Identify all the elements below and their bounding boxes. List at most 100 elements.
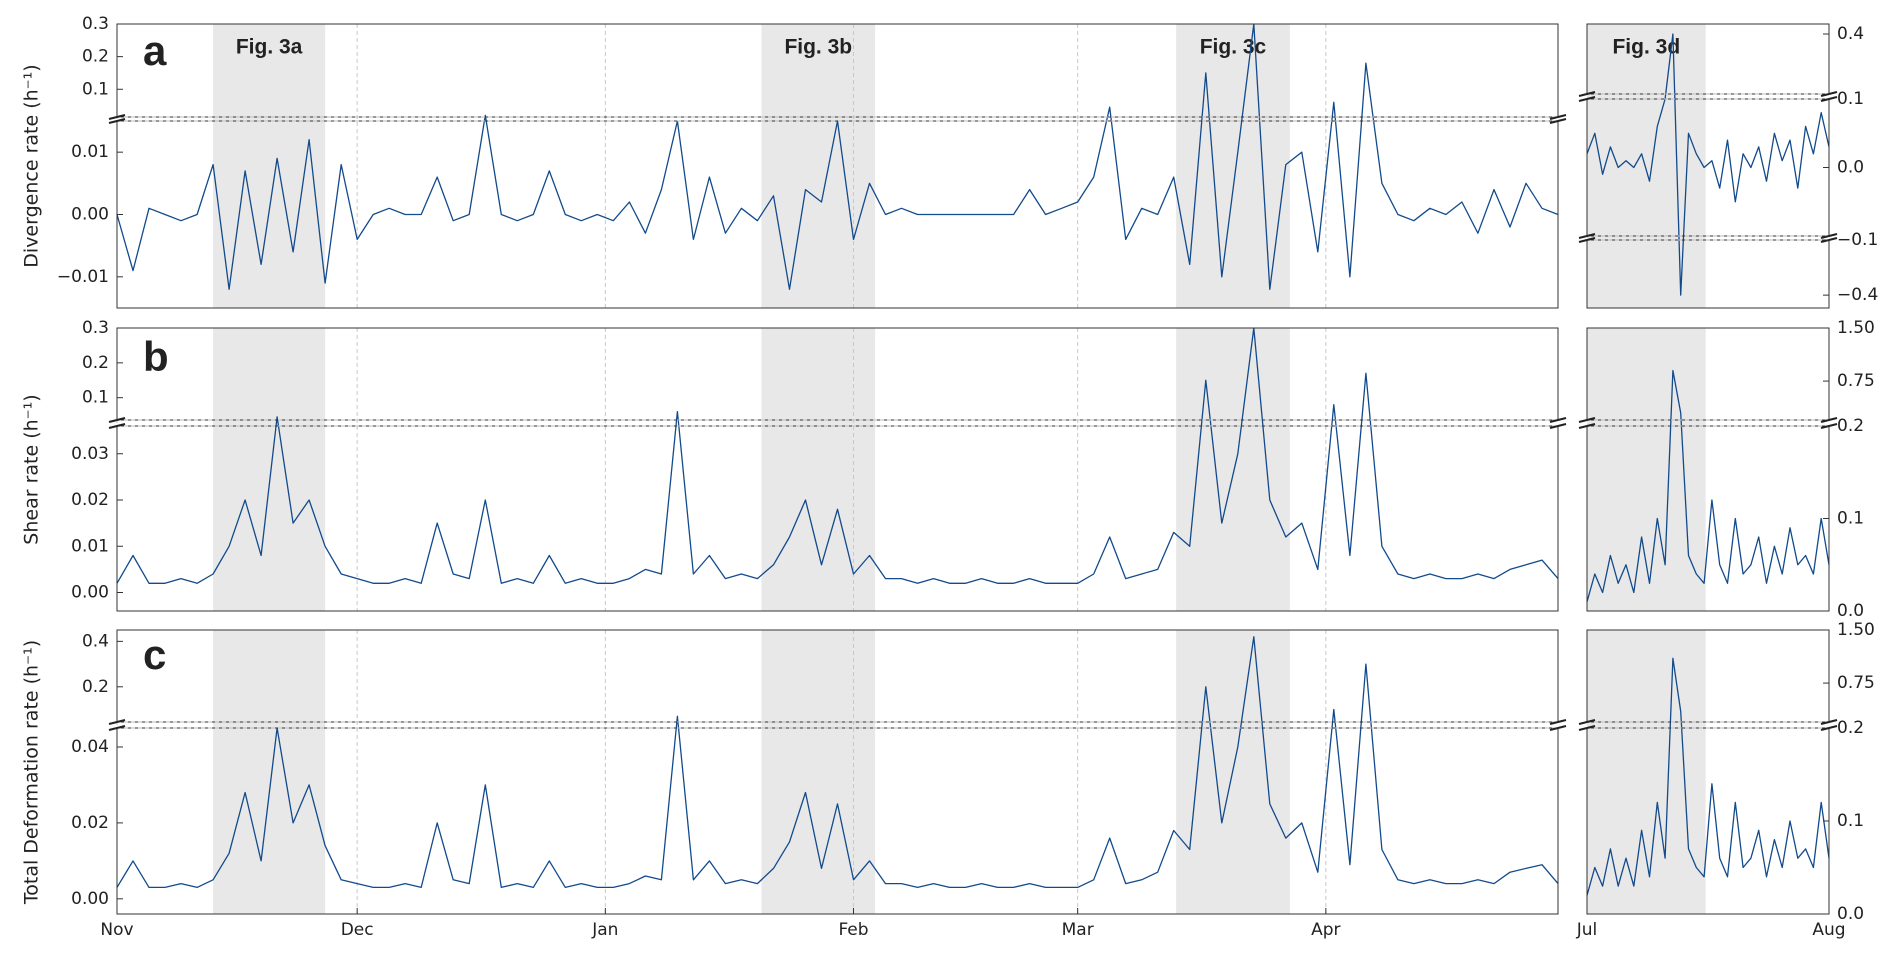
break-mark	[1549, 423, 1567, 429]
y-tick-label: 0.4	[82, 631, 109, 651]
break-mark	[108, 114, 126, 120]
y-tick-label: 0.1	[82, 79, 109, 99]
highlight-label: Fig. 3b	[784, 36, 852, 59]
highlight-band	[213, 24, 326, 308]
y-tick-label: 0.0	[1837, 601, 1864, 621]
break-mark	[1578, 91, 1596, 97]
break-mark	[1820, 417, 1838, 423]
break-mark	[1578, 237, 1596, 243]
y-tick-label: 0.0	[1837, 904, 1864, 924]
axis-frame	[116, 629, 1559, 723]
y-axis-label: Total Deformation rate (h⁻¹)	[21, 640, 43, 905]
axis-frame	[116, 727, 1559, 915]
break-mark	[1820, 91, 1838, 97]
break-mark	[108, 719, 126, 725]
break-mark	[1549, 114, 1567, 120]
break-mark	[108, 725, 126, 731]
y-tick-label: 0.00	[71, 889, 109, 909]
axis-frame	[116, 327, 1559, 421]
highlight-band	[1587, 24, 1706, 308]
x-tick-label: Jul	[1576, 920, 1598, 940]
y-tick-label: 0.3	[82, 14, 109, 34]
break-mark	[1820, 725, 1838, 731]
y-tick-label: −0.01	[57, 267, 109, 287]
y-axis-label: Divergence rate (h⁻¹)	[21, 64, 43, 267]
y-tick-label: 0.3	[82, 318, 109, 338]
y-tick-label: 0.00	[71, 205, 109, 225]
break-mark	[1820, 233, 1838, 239]
highlight-band	[1176, 328, 1290, 611]
break-mark	[1578, 725, 1596, 731]
break-mark	[1578, 719, 1596, 725]
y-tick-label: 0.1	[1837, 509, 1864, 529]
break-mark	[108, 118, 126, 124]
panel-label: c	[143, 631, 166, 678]
y-tick-label: −0.1	[1837, 230, 1878, 250]
y-tick-label: −0.4	[1837, 285, 1878, 305]
panel-label: a	[143, 27, 167, 74]
highlight-band	[761, 24, 876, 308]
y-tick-label: 1.50	[1837, 318, 1875, 338]
y-tick-label: 0.2	[82, 47, 109, 67]
series-line	[1586, 657, 1830, 896]
highlight-band	[213, 328, 326, 611]
series-line	[116, 327, 1559, 584]
highlight-band	[761, 328, 876, 611]
break-mark	[1549, 417, 1567, 423]
axis-frame	[116, 23, 1559, 118]
x-tick-label: Apr	[1311, 920, 1340, 940]
highlight-band	[213, 630, 326, 914]
x-tick-label: Feb	[838, 920, 868, 940]
series-line	[1586, 33, 1830, 296]
y-tick-label: 0.75	[1837, 673, 1875, 693]
y-tick-label: 1.50	[1837, 620, 1875, 640]
break-mark	[1820, 96, 1838, 102]
x-tick-label: Jan	[591, 920, 618, 940]
break-mark	[1820, 423, 1838, 429]
y-tick-label: 0.2	[82, 677, 109, 697]
series-line	[116, 636, 1559, 889]
highlight-band	[761, 630, 876, 914]
highlight-band	[1587, 630, 1706, 914]
break-mark	[1578, 233, 1596, 239]
break-mark	[1820, 719, 1838, 725]
y-tick-label: 0.04	[71, 737, 109, 757]
y-tick-label: 0.2	[1837, 718, 1864, 738]
break-mark	[108, 423, 126, 429]
highlight-label: Fig. 3a	[236, 36, 303, 59]
highlight-label: Fig. 3d	[1612, 36, 1680, 59]
y-tick-label: 0.0	[1837, 158, 1864, 178]
y-tick-label: 0.1	[82, 388, 109, 408]
highlight-band	[1176, 24, 1290, 308]
x-tick-label: Aug	[1812, 920, 1845, 940]
y-tick-label: 0.00	[71, 583, 109, 603]
y-tick-label: 0.75	[1837, 371, 1875, 391]
y-tick-label: 0.01	[71, 536, 109, 556]
break-mark	[1578, 423, 1596, 429]
y-tick-label: 0.03	[71, 444, 109, 464]
break-mark	[1578, 96, 1596, 102]
series-line	[1586, 369, 1830, 602]
y-tick-label: 0.02	[71, 490, 109, 510]
highlight-label: Fig. 3c	[1200, 36, 1267, 59]
break-mark	[1549, 118, 1567, 124]
break-mark	[1549, 719, 1567, 725]
y-tick-label: 0.1	[1837, 89, 1864, 109]
break-mark	[1549, 725, 1567, 731]
y-tick-label: 0.1	[1837, 811, 1864, 831]
break-mark	[108, 417, 126, 423]
x-tick-label: Dec	[341, 920, 374, 940]
y-tick-label: 0.01	[71, 142, 109, 162]
y-axis-label: Shear rate (h⁻¹)	[21, 394, 43, 544]
axis-frame	[116, 425, 1559, 612]
y-tick-label: 0.4	[1837, 24, 1864, 44]
break-mark	[1578, 417, 1596, 423]
y-tick-label: 0.2	[1837, 416, 1864, 436]
y-tick-label: 0.02	[71, 813, 109, 833]
x-tick-label: Mar	[1062, 920, 1094, 940]
y-tick-label: 0.2	[82, 353, 109, 373]
x-tick-label: Nov	[100, 920, 133, 940]
panel-label: b	[143, 333, 169, 380]
